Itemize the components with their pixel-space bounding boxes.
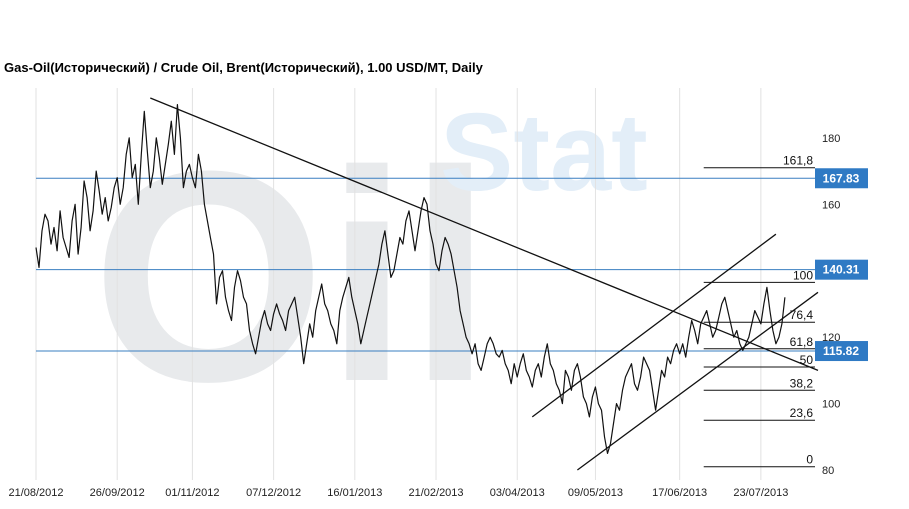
fib-level-label: 50 bbox=[800, 353, 814, 367]
x-tick-label: 23/07/2013 bbox=[733, 487, 788, 499]
x-tick-label: 16/01/2013 bbox=[327, 487, 382, 499]
price-badge bbox=[815, 341, 868, 362]
fib-level-label: 23,6 bbox=[790, 406, 814, 420]
price-lines bbox=[36, 177, 815, 352]
trendlines bbox=[150, 97, 819, 471]
price-badge bbox=[815, 168, 868, 189]
fib-level-label: 161,8 bbox=[783, 154, 813, 168]
trendline bbox=[150, 97, 819, 371]
trendline bbox=[577, 291, 819, 471]
y-tick-label: 80 bbox=[822, 465, 834, 477]
price-badge bbox=[815, 259, 868, 280]
fib-level-label: 38,2 bbox=[790, 376, 814, 390]
watermark-right-text: Stat bbox=[440, 91, 648, 214]
fib-level-label: 0 bbox=[806, 453, 813, 467]
price-badge-label: 115.82 bbox=[823, 344, 859, 358]
fib-level-label: 76,4 bbox=[790, 308, 814, 322]
x-tick-label: 03/04/2013 bbox=[490, 487, 545, 499]
x-tick-label: 26/09/2012 bbox=[90, 487, 145, 499]
price-badge-label: 140.31 bbox=[823, 263, 860, 277]
x-axis-ticks: 21/08/2012 26/09/2012 01/11/2012 07/12/2012… bbox=[8, 487, 788, 499]
y-tick-label: 160 bbox=[822, 199, 840, 211]
fibonacci-levels: 161,8 100 76,4 61,8 50 38,2 23,6 0 bbox=[703, 154, 815, 468]
x-tick-label: 21/02/2013 bbox=[408, 487, 463, 499]
fib-level-label: 100 bbox=[793, 268, 813, 282]
vertical-gridlines bbox=[35, 88, 762, 480]
price-badges: 167.83 140.31 115.82 bbox=[815, 168, 868, 362]
x-tick-label: 21/08/2012 bbox=[8, 487, 63, 499]
chart-title: Gas-Oil(Исторический) / Crude Oil, Brent… bbox=[4, 60, 483, 75]
x-tick-label: 17/06/2013 bbox=[652, 487, 707, 499]
x-tick-label: 09/05/2013 bbox=[568, 487, 623, 499]
y-tick-label: 180 bbox=[822, 133, 840, 145]
price-series bbox=[35, 103, 786, 454]
fib-level-label: 61,8 bbox=[790, 335, 814, 349]
watermark-left-text: Oil bbox=[92, 108, 492, 444]
x-tick-label: 01/11/2012 bbox=[165, 487, 219, 499]
series-line bbox=[35, 103, 786, 454]
x-tick-label: 07/12/2012 bbox=[246, 487, 301, 499]
y-tick-label: 100 bbox=[822, 399, 840, 411]
trendline bbox=[531, 233, 777, 418]
price-badge-label: 167.83 bbox=[823, 171, 860, 185]
